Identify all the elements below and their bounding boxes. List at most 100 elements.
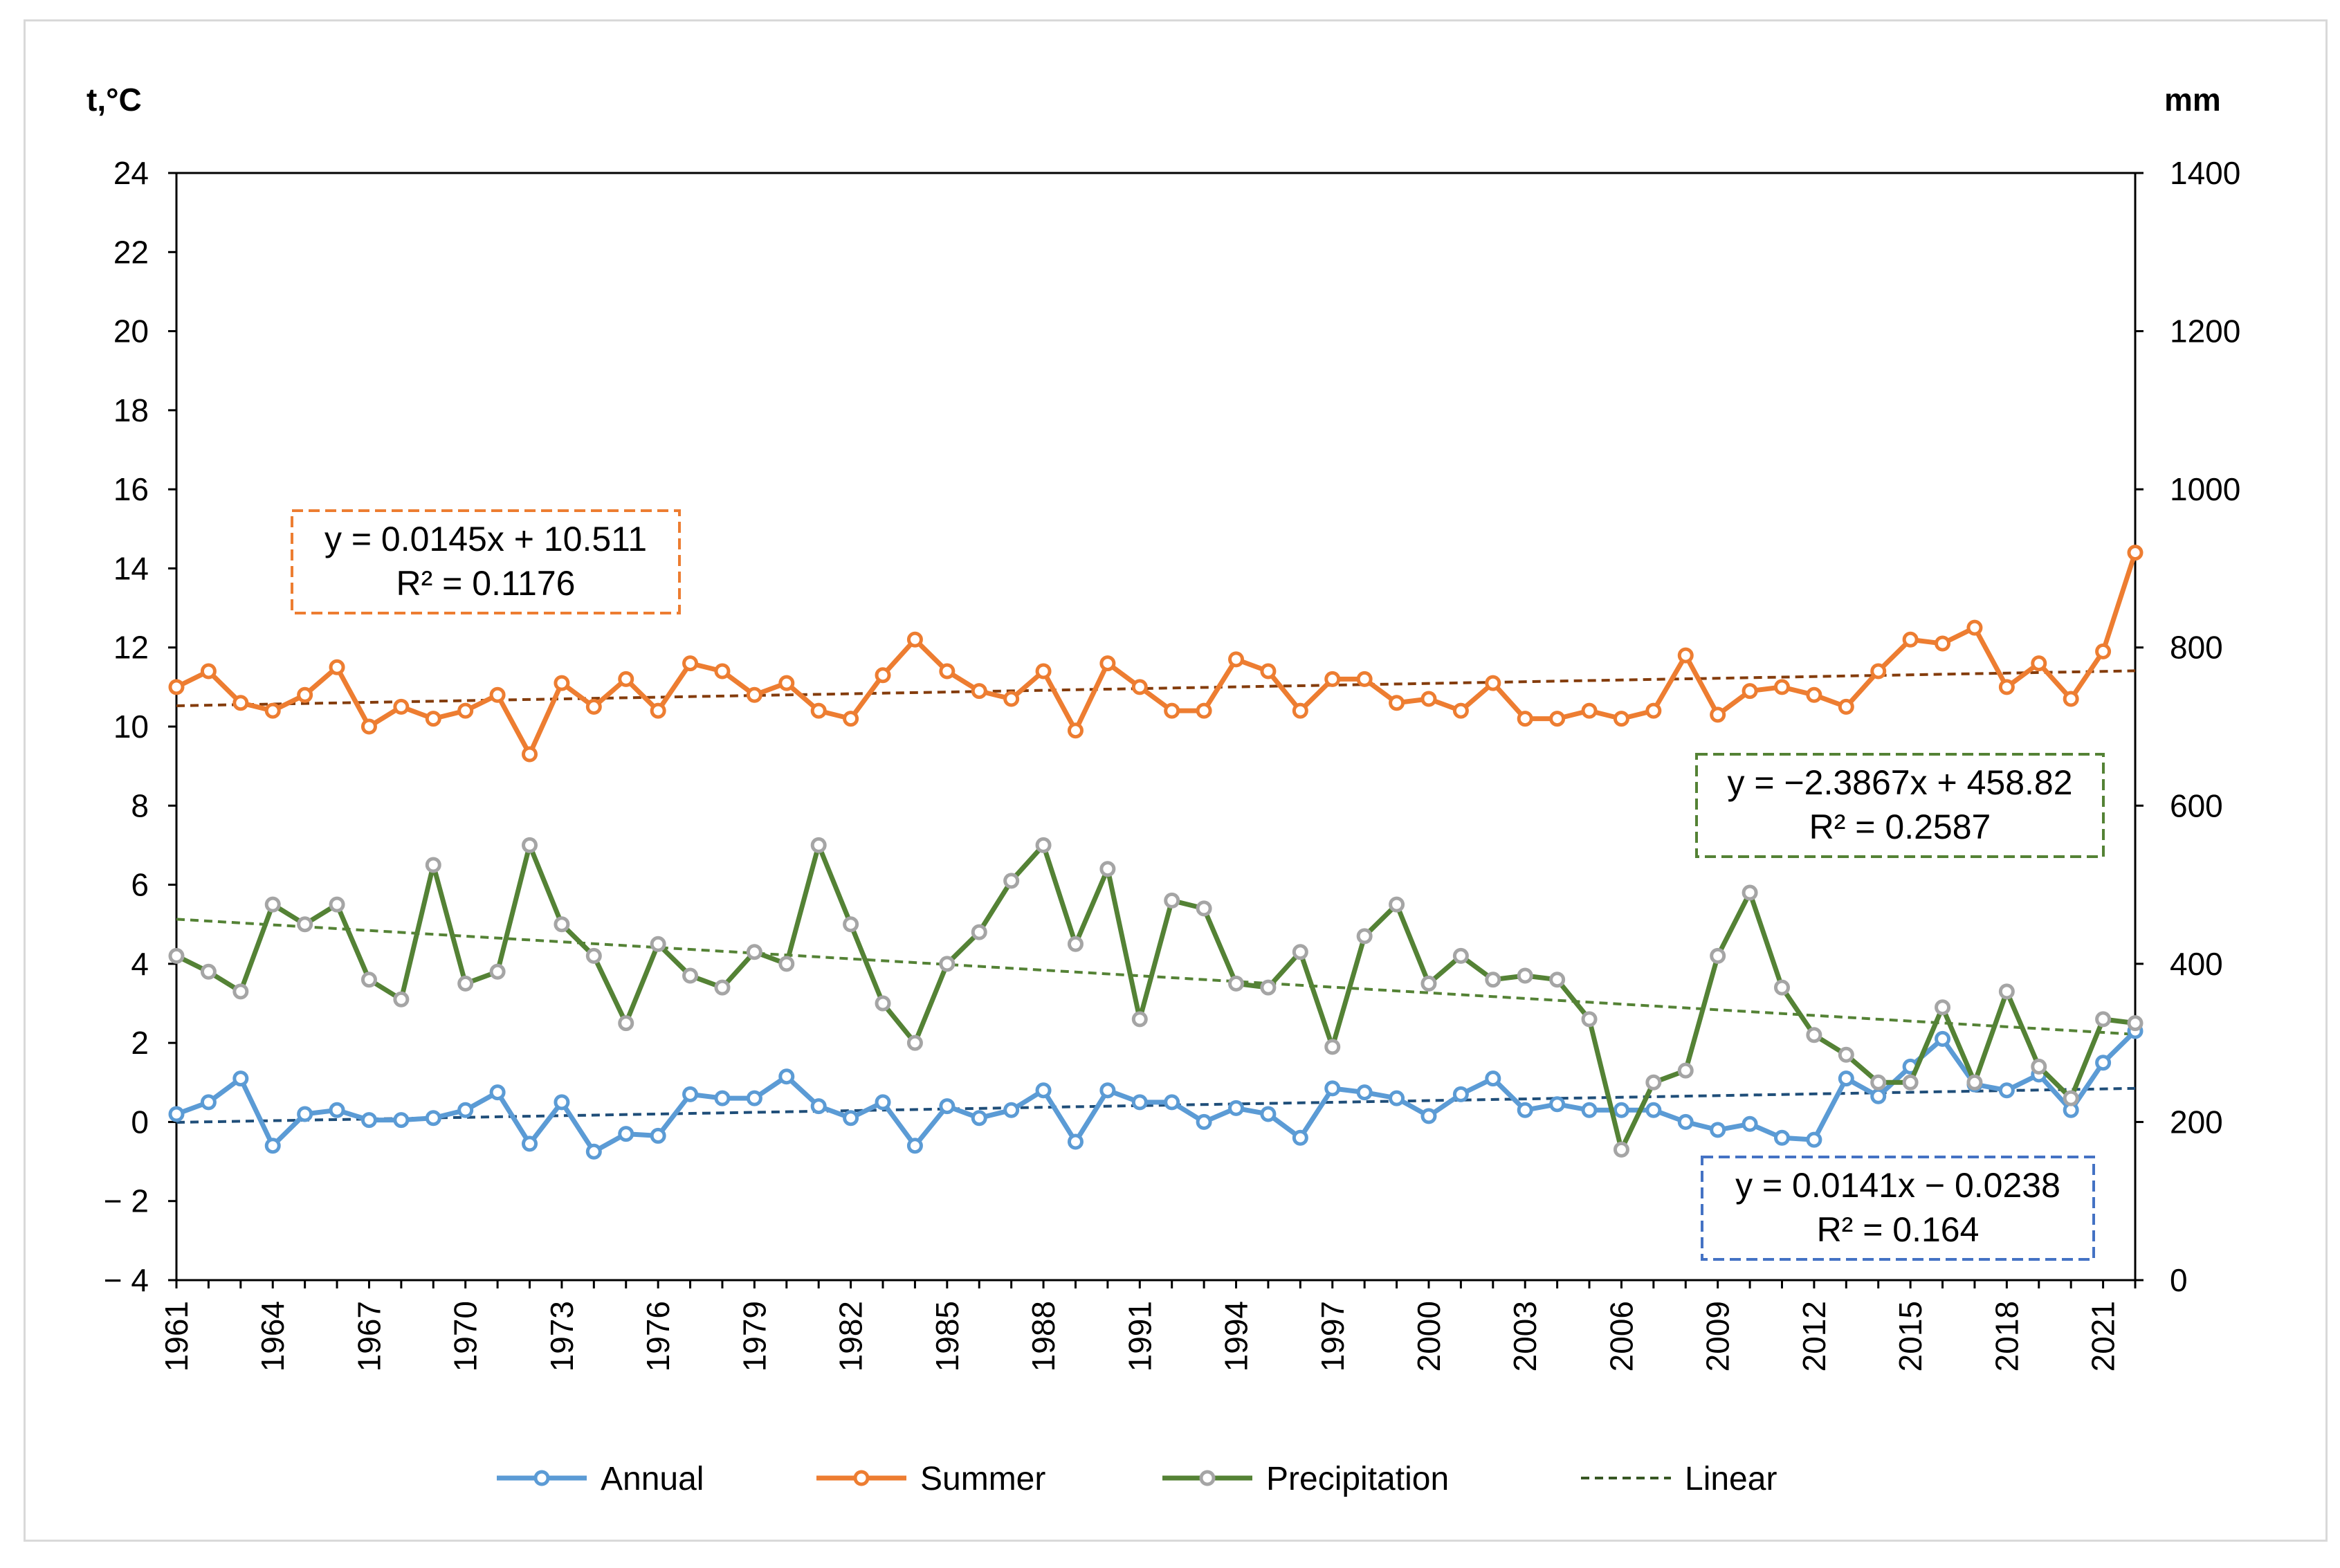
equation-text-summer: y = 0.0145x + 10.511 [325,520,647,558]
point-summer [1581,702,1598,719]
legend-marker-annual [533,1470,550,1486]
point-precipitation [360,972,377,988]
point-precipitation [1773,979,1790,996]
point-precipitation [1710,947,1726,964]
point-precipitation [393,991,410,1008]
point-annual [1613,1102,1629,1118]
left-axis-tick-label: 12 [113,630,149,666]
x-axis-tick-label: 2015 [1892,1301,1928,1371]
point-annual [906,1138,923,1154]
point-annual [1292,1129,1308,1146]
point-summer [939,663,956,680]
point-summer [2127,545,2144,561]
point-precipitation [1998,983,2015,1000]
point-summer [1003,691,1020,707]
x-axis-tick-label: 1970 [448,1301,484,1371]
x-axis-tick-label: 1976 [640,1301,676,1371]
x-axis-tick-label: 1964 [255,1301,291,1371]
point-annual [360,1112,377,1129]
left-axis-tick-label: 6 [131,867,149,903]
point-summer [522,746,538,763]
point-summer [1773,679,1790,695]
equation-box-precipitation [1695,753,2105,858]
point-annual [329,1102,345,1118]
point-summer [778,675,795,691]
point-precipitation [1356,928,1373,945]
point-precipitation [971,924,987,940]
x-axis-tick-label: 2018 [1989,1301,2024,1371]
point-summer [1710,706,1726,723]
point-annual [554,1094,570,1111]
point-summer [810,702,827,719]
point-summer [168,679,185,695]
point-summer [489,686,506,703]
point-precipitation [1613,1141,1629,1158]
left-axis-tick-label: 2 [131,1025,149,1061]
point-summer [618,671,634,687]
r-squared-text-precipitation: R² = 0.2587 [1809,808,1991,846]
point-annual [1228,1100,1245,1116]
x-axis-tick-label: 2006 [1603,1301,1639,1371]
point-summer [1998,679,2015,695]
point-precipitation [1003,873,1020,889]
point-annual [200,1094,217,1111]
point-summer [1742,683,1758,700]
point-precipitation [425,857,441,873]
left-axis-label: t,°C [86,82,142,118]
point-annual [457,1102,474,1118]
point-precipitation [554,916,570,933]
point-precipitation [1902,1074,1919,1091]
equation-box-summer [291,509,681,614]
point-annual [2095,1055,2112,1071]
point-summer [425,711,441,727]
point-precipitation [906,1034,923,1051]
point-summer [2063,691,2079,707]
point-precipitation [843,916,859,933]
equation-text-precipitation: y = −2.3867x + 458.82 [1727,763,2072,802]
right-axis-label: mm [2164,82,2221,118]
point-precipitation [1099,861,1116,877]
right-axis-tick-label: 1000 [2170,471,2240,507]
point-annual [875,1094,891,1111]
x-axis-tick-label: 2000 [1411,1301,1447,1371]
point-annual [489,1084,506,1101]
point-annual [1164,1094,1180,1111]
legend-label-precipitation: Precipitation [1266,1461,1449,1497]
point-annual [1645,1102,1662,1118]
trendline-annual [176,1086,2136,1124]
point-summer [1838,698,1854,715]
point-summer [1935,635,1951,652]
point-annual [1581,1102,1598,1118]
point-precipitation [650,936,666,952]
point-summer [714,663,731,680]
point-summer [1613,711,1629,727]
x-axis-tick-label: 1982 [833,1301,869,1371]
point-summer [1260,663,1277,680]
point-precipitation [1131,1011,1148,1028]
x-axis-tick-label: 1967 [351,1301,387,1371]
left-axis-tick-label: 20 [113,313,149,349]
point-annual [682,1086,699,1102]
point-precipitation [1035,837,1052,853]
left-axis-tick-label: 4 [131,946,149,982]
point-summer [1196,702,1212,719]
point-summer [1067,722,1084,739]
point-summer [1806,686,1822,703]
right-axis-tick-label: 0 [2170,1262,2188,1298]
point-precipitation [1324,1039,1341,1055]
point-annual [168,1106,185,1122]
point-summer [1902,631,1919,648]
point-summer [1645,702,1662,719]
left-axis-tick-label: 0 [131,1104,149,1140]
point-annual [1389,1090,1405,1106]
point-precipitation [1164,892,1180,909]
x-axis-tick-label: 2003 [1507,1301,1543,1371]
point-summer [1292,702,1308,719]
point-summer [1228,651,1245,668]
point-annual [1099,1082,1116,1099]
equation-text-annual: y = 0.0141x − 0.0238 [1735,1166,2060,1205]
legend-label-summer: Summer [920,1461,1045,1497]
point-summer [264,702,281,719]
point-annual [1131,1094,1148,1111]
point-summer [360,718,377,735]
